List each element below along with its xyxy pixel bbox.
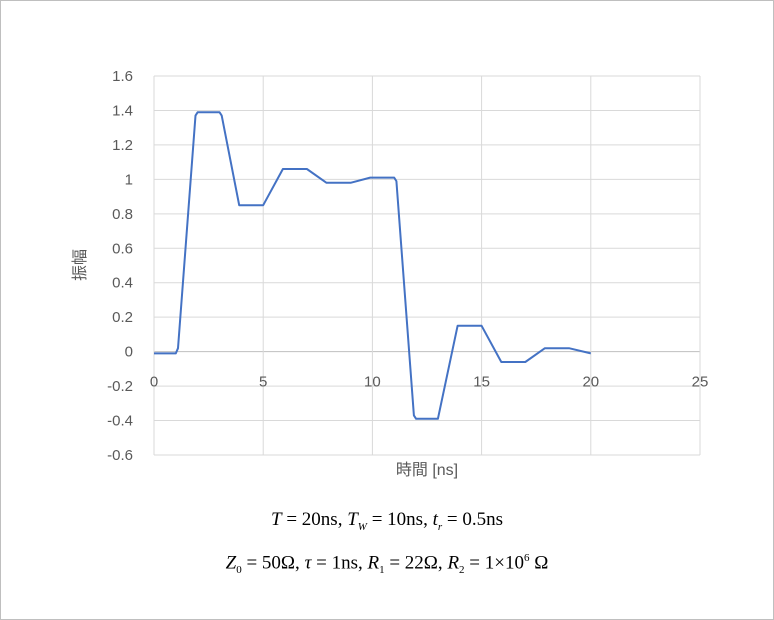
x-tick-label: 10 bbox=[364, 374, 381, 391]
y-tick-labels: 1.6 1.4 1.2 1 0.8 0.6 0.4 0.2 0 -0.2 -0.4 -0.6 bbox=[107, 68, 133, 464]
gridlines bbox=[153, 75, 701, 456]
x-tick-label: 5 bbox=[259, 374, 267, 391]
formula-part: τ bbox=[304, 552, 312, 574]
formula-part: = 22Ω, bbox=[384, 552, 448, 574]
y-tick-label: 0.4 bbox=[112, 275, 133, 292]
formula-part: = 1×10 bbox=[464, 552, 524, 574]
y-tick-label: 1 bbox=[125, 171, 133, 188]
formula-part: t bbox=[432, 509, 438, 530]
x-tick-labels: 0 5 10 15 20 25 bbox=[150, 374, 709, 391]
formula-part: T bbox=[347, 509, 358, 530]
x-tick-label: 15 bbox=[473, 374, 490, 391]
formula-part: = 50Ω, bbox=[241, 552, 305, 574]
formula-part: 0 bbox=[236, 564, 242, 577]
formula-part: Z bbox=[225, 552, 237, 574]
x-tick-label: 20 bbox=[582, 374, 599, 391]
formula-part: 6 bbox=[523, 552, 530, 564]
x-tick-label: 25 bbox=[692, 374, 709, 391]
formula-part: = 10ns, bbox=[366, 509, 433, 530]
y-tick-label: -0.4 bbox=[107, 413, 133, 430]
line-chart: 1.6 1.4 1.2 1 0.8 0.6 0.4 0.2 0 -0.2 -0.4 -0.6 0 5 10… bbox=[71, 68, 709, 479]
series-lines bbox=[154, 111, 592, 420]
formula-part: = 20ns, bbox=[281, 509, 348, 530]
x-tick-label: 0 bbox=[150, 374, 158, 391]
formula-line-1: T = 20ns, TW = 10ns, tr = 0.5ns bbox=[1, 509, 773, 533]
formula-part: = 1ns, bbox=[311, 552, 368, 574]
formula-part: T bbox=[271, 509, 282, 530]
formula-part: = 0.5ns bbox=[442, 509, 503, 530]
y-tick-label: 1.2 bbox=[112, 137, 133, 154]
y-tick-label: -0.2 bbox=[107, 378, 133, 395]
formula-part: r bbox=[437, 520, 443, 533]
formula-part: R bbox=[367, 552, 380, 574]
formula-part: W bbox=[357, 520, 367, 533]
x-axis-label: 時間 [ns] bbox=[396, 461, 458, 479]
y-tick-label: -0.6 bbox=[107, 447, 133, 464]
formula-part: R bbox=[447, 552, 460, 574]
y-axis-label: 振幅 bbox=[71, 249, 89, 281]
series-line bbox=[154, 111, 592, 420]
y-tick-label: 0.8 bbox=[112, 206, 133, 223]
y-tick-label: 0 bbox=[125, 344, 133, 361]
formula-line-2: Z0 = 50Ω, τ = 1ns, R1 = 22Ω, R2 = 1×106 … bbox=[1, 552, 773, 576]
formula-part: Ω bbox=[529, 552, 549, 574]
y-tick-label: 1.4 bbox=[112, 102, 133, 119]
y-tick-label: 0.6 bbox=[112, 240, 133, 257]
formula-part: 1 bbox=[379, 564, 385, 577]
y-tick-label: 1.6 bbox=[112, 68, 133, 85]
formula-part: 2 bbox=[459, 564, 465, 577]
y-tick-label: 0.2 bbox=[112, 309, 133, 326]
